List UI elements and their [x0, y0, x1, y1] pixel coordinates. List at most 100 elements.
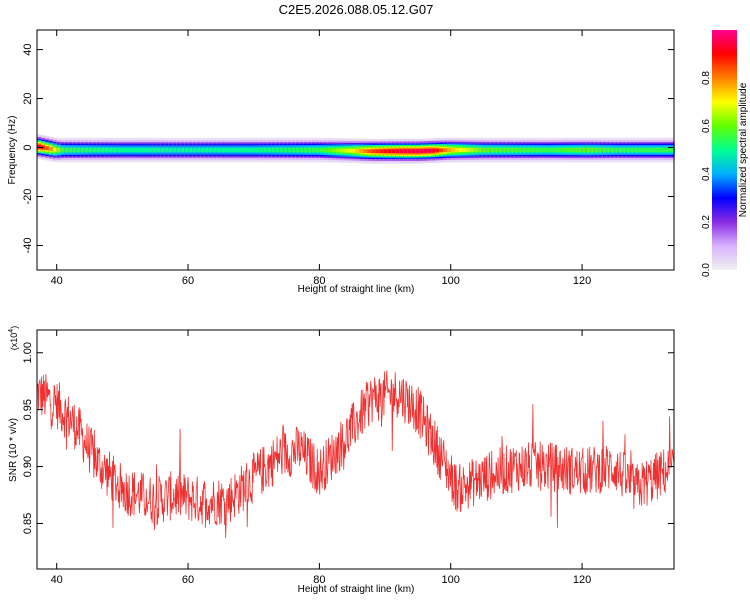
heatmap-cell	[510, 148, 516, 152]
heatmap-cell	[347, 148, 353, 153]
heatmap-cell	[152, 148, 158, 152]
heatmap-cell	[224, 148, 229, 152]
heatmap-cell	[506, 148, 512, 152]
heatmap-cell	[132, 148, 138, 152]
heatmap-cell	[462, 148, 468, 152]
snr-y-ticks: 0.85 0.90 0.95 1.00	[22, 342, 674, 534]
heatmap-cell	[594, 148, 599, 152]
heatmap-cell	[666, 148, 671, 152]
heatmap-cell	[566, 148, 572, 152]
heatmap-cell	[108, 148, 114, 152]
colorbar-ticks: 0.0 0.2 0.4 0.6 0.8	[701, 71, 712, 277]
heatmap-cell	[590, 148, 595, 152]
heatmap-cell	[212, 148, 217, 152]
heatmap-cell	[96, 148, 102, 152]
heatmap-cell	[570, 148, 576, 152]
heatmap-cell	[37, 144, 42, 149]
heatmap-cell	[279, 148, 285, 152]
colorbar-label: Normalized spectral amplitude	[738, 82, 749, 217]
heatmap-cell	[546, 148, 552, 152]
colorbar-tick-label: 0.8	[701, 71, 712, 85]
heatmap-cell	[634, 148, 639, 152]
snr-series-line	[36, 370, 675, 539]
heatmap-cell	[267, 148, 273, 152]
heatmap-cell	[363, 149, 369, 154]
heatmap-cell	[622, 148, 627, 152]
heatmap-cell	[240, 148, 245, 152]
heatmap-cell	[263, 148, 269, 152]
colorbar-tick-label: 0.0	[701, 263, 712, 277]
heatmap-cell	[522, 148, 528, 152]
colorbar: 0.0 0.2 0.4 0.6 0.8 Normalized spectral ampl…	[701, 30, 749, 277]
heatmap-cell	[244, 148, 249, 152]
heatmap-cell	[72, 148, 78, 152]
heatmap-cell	[598, 148, 603, 152]
heatmap-cell	[160, 148, 165, 152]
heatmap-cell	[44, 146, 50, 151]
heatmap-cell	[84, 148, 90, 152]
heatmap-cell	[200, 148, 205, 152]
heatmap-cell	[459, 148, 464, 152]
heatmap-cell	[670, 148, 675, 152]
heatmap-cell	[64, 148, 70, 152]
heatmap-cell	[208, 148, 213, 152]
heatmap-cell	[586, 148, 591, 152]
spectrogram-heatmap	[37, 134, 675, 164]
heatmap-cell	[351, 148, 357, 153]
x-tick-label: 120	[573, 275, 591, 287]
colorbar-tick-label: 0.6	[701, 119, 712, 133]
heatmap-cell	[630, 148, 635, 152]
snr-y-label: SNR (10 * v/v)	[8, 418, 19, 482]
heatmap-cell	[303, 148, 309, 152]
snr-y-multiplier-close: )	[9, 326, 19, 329]
x-tick-label: 100	[442, 574, 460, 586]
heatmap-cell	[259, 148, 265, 152]
heatmap-cell	[120, 148, 126, 152]
heatmap-cell	[530, 148, 536, 152]
heatmap-cell	[196, 148, 201, 152]
heatmap-cell	[287, 148, 293, 152]
heatmap-cell	[112, 148, 118, 152]
heatmap-cell	[375, 149, 380, 154]
heatmap-cell	[271, 148, 277, 152]
heatmap-cell	[482, 148, 488, 152]
heatmap-cell	[116, 148, 122, 152]
heatmap-cell	[299, 148, 305, 152]
heatmap-cell	[124, 148, 130, 152]
heatmap-cell	[638, 148, 643, 152]
heatmap-cell	[168, 148, 173, 152]
heatmap-cell	[606, 148, 611, 152]
heatmap-cell	[80, 148, 86, 152]
x-tick-label: 120	[573, 574, 591, 586]
heatmap-cell	[295, 148, 301, 152]
y-tick-label: 40	[22, 43, 34, 55]
heatmap-cell	[40, 145, 46, 150]
heatmap-cell	[204, 148, 209, 152]
heatmap-cell	[610, 148, 615, 152]
heatmap-cell	[331, 148, 337, 153]
y-tick-label: 0	[22, 144, 34, 150]
heatmap-cell	[148, 148, 154, 152]
heatmap-cell	[419, 149, 424, 154]
heatmap-cell	[68, 148, 74, 152]
heatmap-cell	[275, 148, 281, 152]
heatmap-cell	[60, 148, 66, 152]
heatmap-cell	[407, 149, 412, 154]
heatmap-cell	[164, 148, 169, 152]
heatmap-cell	[646, 148, 651, 152]
heatmap-cell	[291, 148, 297, 152]
heatmap-cell	[251, 148, 257, 152]
heatmap-cell	[498, 148, 504, 152]
snr-x-ticks: 40 60 80 100 120	[51, 330, 591, 586]
heatmap-cell	[140, 148, 146, 152]
heatmap-cell	[550, 148, 556, 152]
heatmap-cell	[502, 148, 508, 152]
snr-y-multiplier: (x104)	[8, 326, 19, 350]
y-tick-label: -40	[22, 238, 34, 254]
heatmap-cell	[478, 148, 484, 152]
heatmap-cell	[144, 148, 150, 152]
heatmap-cell	[439, 148, 444, 153]
heatmap-cell	[455, 148, 460, 152]
heatmap-cell	[220, 148, 225, 152]
